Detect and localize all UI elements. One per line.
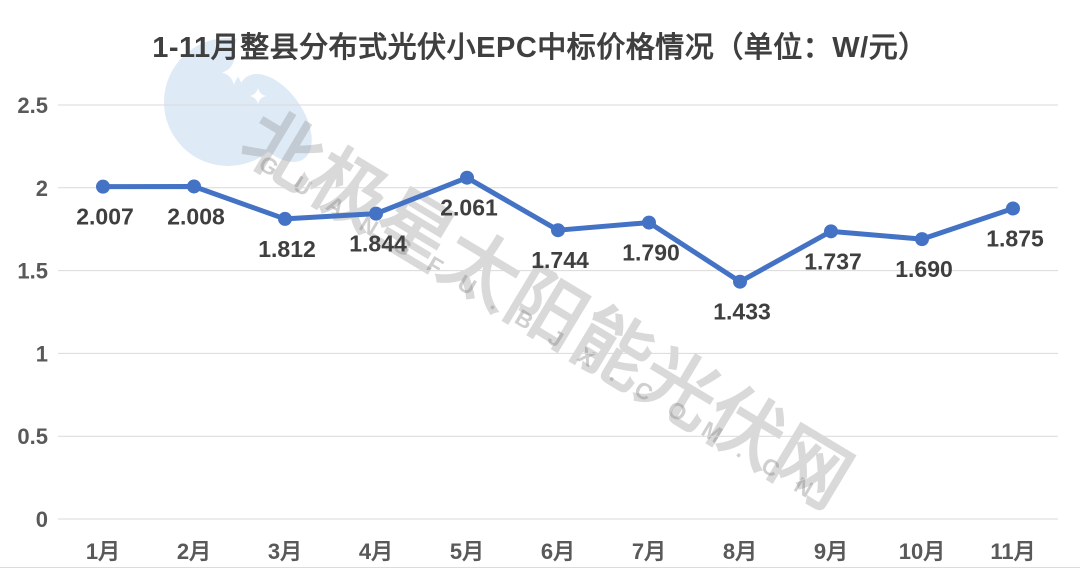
x-axis-tick-label: 7月 bbox=[632, 539, 666, 564]
data-point-value-label: 2.008 bbox=[167, 203, 225, 229]
data-point-marker bbox=[1006, 201, 1020, 216]
x-axis-tick-label: 10月 bbox=[899, 539, 945, 564]
x-axis-tick-label: 1月 bbox=[86, 539, 120, 564]
y-axis-tick-label: 0 bbox=[36, 507, 48, 532]
x-axis-tick-label: 3月 bbox=[268, 539, 302, 564]
data-point-value-label: 1.875 bbox=[986, 226, 1044, 252]
data-point-marker bbox=[187, 179, 201, 194]
x-axis-tick-label: 6月 bbox=[541, 539, 575, 564]
data-point-marker bbox=[733, 274, 747, 289]
data-point-marker bbox=[278, 211, 292, 226]
data-point-value-label: 1.812 bbox=[258, 236, 316, 262]
data-point-marker bbox=[642, 215, 656, 230]
data-point-marker bbox=[551, 223, 565, 238]
data-point-value-label: 1.790 bbox=[622, 240, 680, 266]
x-axis-tick-label: 8月 bbox=[723, 539, 757, 564]
polaris-moon-logo-icon bbox=[164, 30, 338, 166]
data-point-marker bbox=[915, 232, 929, 247]
x-axis-tick-label: 9月 bbox=[814, 539, 848, 564]
x-axis-tick-label: 4月 bbox=[359, 539, 393, 564]
data-point-value-label: 1.844 bbox=[349, 231, 407, 257]
data-point-marker bbox=[824, 224, 838, 239]
data-point-marker bbox=[96, 179, 110, 194]
y-axis-tick-label: 2 bbox=[36, 176, 48, 201]
chart-title: 1-11月整县分布式光伏小EPC中标价格情况（单位：W/元） bbox=[152, 32, 928, 64]
data-point-value-label: 1.433 bbox=[713, 299, 771, 325]
data-point-value-label: 1.744 bbox=[531, 247, 589, 273]
y-axis-tick-label: 0.5 bbox=[17, 424, 48, 449]
bottom-divider bbox=[0, 567, 1080, 568]
data-point-value-label: 2.061 bbox=[440, 195, 498, 221]
x-axis-tick-label: 11月 bbox=[990, 539, 1035, 564]
data-point-value-label: 1.737 bbox=[804, 248, 862, 274]
y-axis-tick-label: 1.5 bbox=[17, 259, 48, 284]
x-axis-tick-label: 5月 bbox=[450, 539, 484, 564]
data-point-marker bbox=[460, 170, 474, 185]
y-axis-tick-label: 1 bbox=[36, 341, 48, 366]
y-axis-tick-label: 2.5 bbox=[17, 93, 48, 118]
x-axis-tick-label: 2月 bbox=[177, 539, 211, 564]
data-point-marker bbox=[369, 206, 383, 221]
data-point-value-label: 1.690 bbox=[895, 256, 953, 282]
data-point-value-label: 2.007 bbox=[76, 204, 134, 230]
